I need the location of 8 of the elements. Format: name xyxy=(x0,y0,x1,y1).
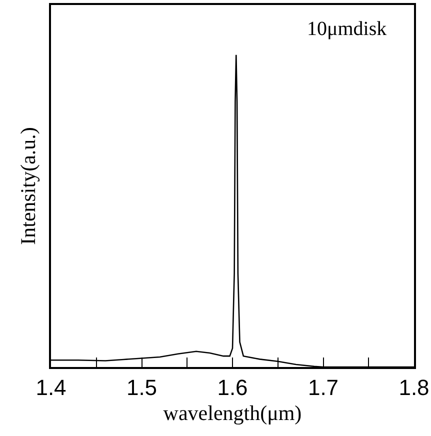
text: 10μmdisk xyxy=(307,18,387,40)
x-tick-label: 1.6 xyxy=(217,375,248,400)
x-tick-label: 1.7 xyxy=(308,375,339,400)
x-tick-label: 1.4 xyxy=(36,375,66,400)
x-tick-label: 1.8 xyxy=(398,375,430,400)
y-axis-title: Intensity(a.u.) xyxy=(16,127,40,245)
x-tick-label: 1.5 xyxy=(126,375,158,400)
x-axis-title: wavelength(μm) xyxy=(163,400,302,425)
